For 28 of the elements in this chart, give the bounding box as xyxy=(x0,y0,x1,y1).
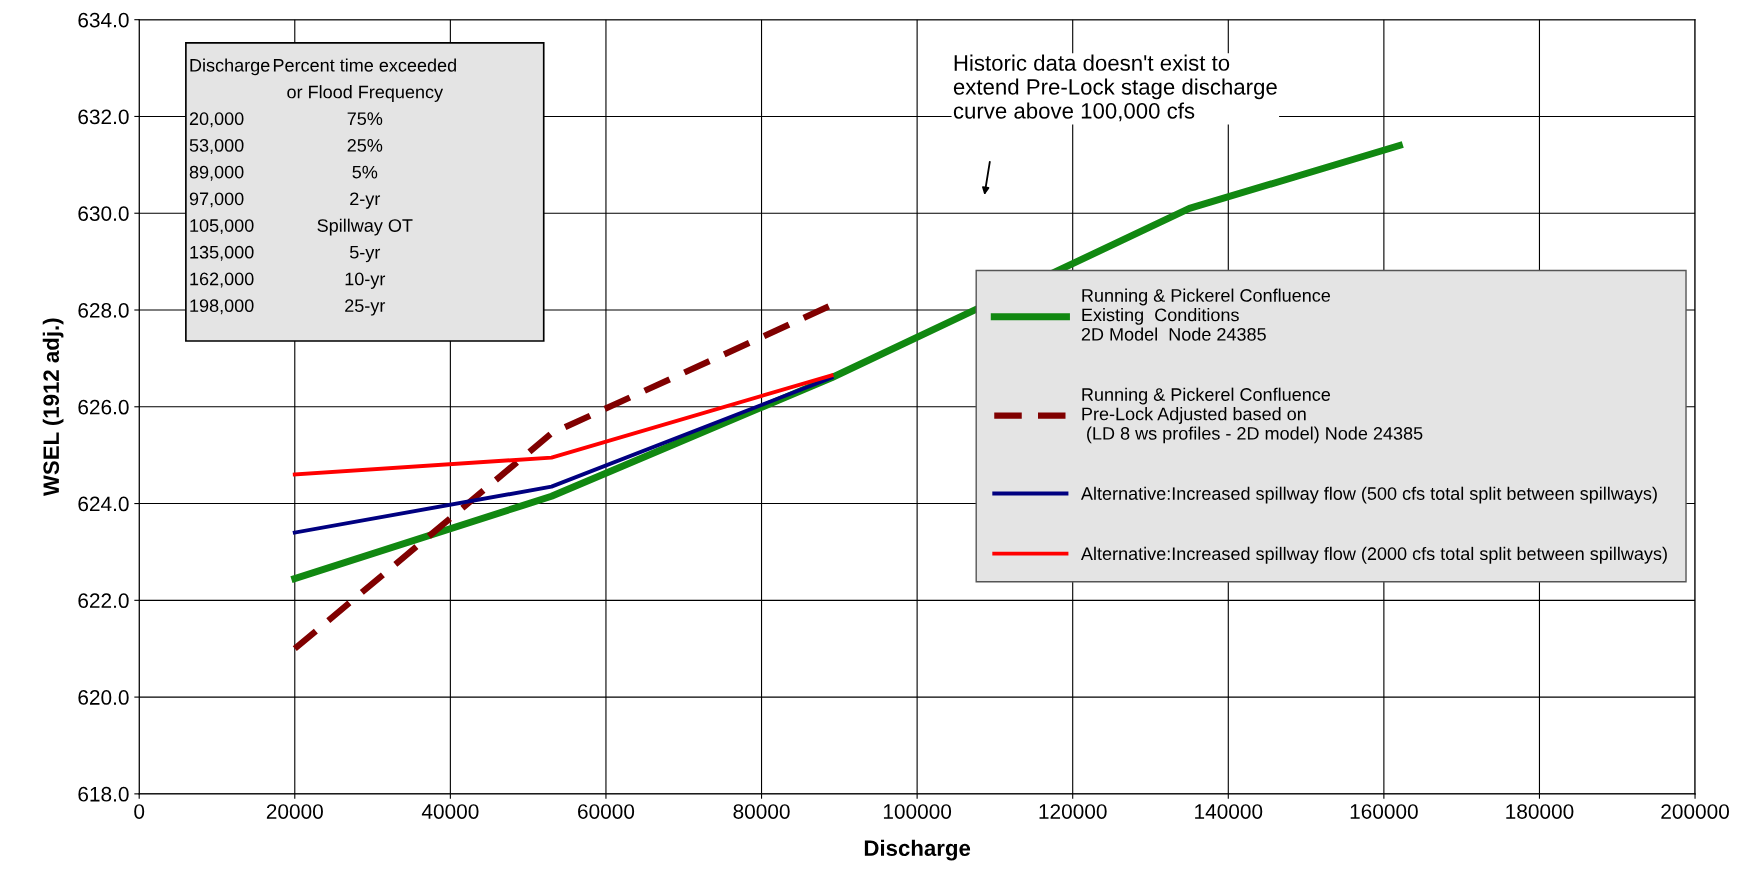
legend-label: Running & Pickerel Confluence Pre-Lock Adjusted based on (LD 8 ws profiles - 2D model) Node 24385 xyxy=(1082,387,1423,444)
legend-label: Running & Pickerel Confluence Existing Conditions 2D Model Node 24385 xyxy=(1081,288,1331,341)
y-tick-label: 622.0 xyxy=(78,593,129,609)
text: Discharge Percent time exceeded or Flood Frequency 20,000 75% 53,000 25% 89,000 5% 97,000 2-yr 105,000 Spillway OT 135,000 5-yr 162,000 10-yr 198,000 25-yr xyxy=(189,58,456,316)
x-axis-title: Discharge xyxy=(864,839,971,861)
x-tick-label: 100000 xyxy=(883,804,952,819)
x-tick-label: 200000 xyxy=(1661,804,1729,819)
x-tick-label: 80000 xyxy=(733,804,790,819)
x-tick-label: 140000 xyxy=(1195,804,1263,819)
x-tick-label: 160000 xyxy=(1350,804,1418,819)
y-tick-label: 626.0 xyxy=(78,399,129,415)
x-tick-label: 0 xyxy=(134,804,145,819)
x-tick-label: 180000 xyxy=(1506,804,1574,819)
legend-label: Alternative:Increased spillway flow (2000 cfs total split between spillways) xyxy=(1080,546,1667,564)
x-tick-label: 40000 xyxy=(421,804,479,819)
y-tick-label: 634.0 xyxy=(78,12,129,28)
annotation: Historic data doesn't exist to extend Pre-Lock stage discharge curve above 100,000 cfs xyxy=(953,54,1277,122)
y-tick-label: 630.0 xyxy=(78,206,129,221)
x-tick-label: 60000 xyxy=(578,804,635,819)
y-tick-label: 632.0 xyxy=(78,109,129,125)
x-tick-label: 120000 xyxy=(1039,804,1107,819)
x-tick-label: 20000 xyxy=(266,804,323,819)
y-tick-label: 618.0 xyxy=(78,786,129,802)
y-tick-label: 628.0 xyxy=(78,303,129,318)
y-tick-label: 624.0 xyxy=(78,496,129,512)
y-axis-title: WSEL (1912 adj.) xyxy=(42,318,64,497)
y-tick-label: 620.0 xyxy=(78,690,129,705)
legend-label: Alternative:Increased spillway flow (500 cfs total split between spillways) xyxy=(1080,486,1657,504)
